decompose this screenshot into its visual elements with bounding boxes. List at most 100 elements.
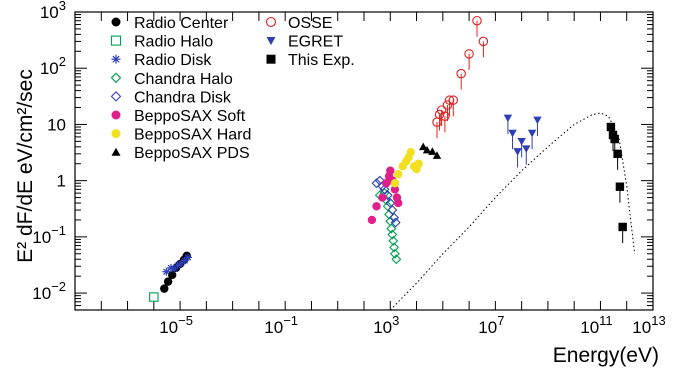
x-tick-label: 103 <box>373 313 399 337</box>
asterisk-stroke <box>184 254 192 261</box>
legend-label: BeppoSAX Hard <box>134 127 251 144</box>
legend-marker <box>265 16 277 28</box>
data-point <box>386 223 397 234</box>
data-point <box>388 235 399 246</box>
data-point <box>386 166 395 175</box>
legend-marker <box>110 35 122 46</box>
data-point <box>391 254 402 265</box>
data-point <box>610 134 619 144</box>
legend-label: Radio Halo <box>134 34 213 51</box>
data-point <box>508 129 517 138</box>
data-point <box>436 105 447 115</box>
data-point <box>478 36 489 47</box>
data-point <box>419 142 428 151</box>
legend-marker <box>111 110 121 120</box>
data-point <box>448 95 459 105</box>
data-point <box>170 264 179 273</box>
data-point <box>442 100 453 110</box>
data-point <box>513 148 522 156</box>
data-point <box>522 145 531 153</box>
legend-marker <box>111 129 121 139</box>
data-point <box>390 217 401 228</box>
data-point <box>389 242 400 253</box>
legend-label: EGRET <box>288 34 343 51</box>
legend-label: BeppoSAX Soft <box>134 108 246 125</box>
data-point <box>414 159 423 168</box>
asterisk-stroke <box>112 55 120 63</box>
x-tick-label: 1011 <box>580 313 612 337</box>
x-tick-label: 10−1 <box>264 313 298 337</box>
data-point <box>464 49 474 59</box>
data-point <box>406 148 415 157</box>
series-bepposax-hard <box>390 148 423 188</box>
series-chandra-disk <box>371 175 401 228</box>
data-point <box>517 137 526 146</box>
x-axis-label: Energy(eV) <box>553 344 659 367</box>
data-point <box>606 122 616 132</box>
model-curve <box>389 112 636 311</box>
data-point <box>389 248 400 259</box>
data-point <box>503 114 513 123</box>
series-this-exp- <box>606 122 627 243</box>
legend-marker <box>266 54 276 64</box>
data-point <box>367 215 377 225</box>
legend-marker <box>266 37 276 46</box>
legend-marker <box>110 72 122 84</box>
series-radio-disk <box>162 253 192 276</box>
x-tick-label: 10−5 <box>159 313 193 337</box>
data-point <box>389 212 400 223</box>
series-radio-halo <box>149 292 159 302</box>
y-tick-label: 10 <box>47 115 66 134</box>
data-point <box>372 202 381 211</box>
y-tick-label: 10−2 <box>32 279 66 303</box>
data-point <box>162 267 171 276</box>
x-tick-label: 1013 <box>632 313 665 337</box>
data-point <box>615 182 625 191</box>
data-point <box>472 15 482 26</box>
y-tick-label: 103 <box>40 0 66 22</box>
data-point <box>456 68 466 79</box>
legend-label: Radio Disk <box>134 52 212 69</box>
y-tick-label: 10−1 <box>32 223 66 247</box>
data-point <box>527 129 537 138</box>
data-point <box>422 145 432 154</box>
asterisk-stroke <box>167 264 175 272</box>
data-point <box>390 185 400 194</box>
data-point <box>163 277 173 286</box>
data-point <box>440 111 450 121</box>
data-point <box>167 270 177 280</box>
asterisk-stroke <box>163 268 170 275</box>
data-point <box>378 193 387 202</box>
legend-marker <box>111 147 121 156</box>
legend-label: Radio Center <box>134 15 229 32</box>
legend-label: OSSE <box>288 15 332 32</box>
series-bepposax-pds <box>419 142 442 159</box>
legend-label: Chandra Disk <box>134 89 232 106</box>
legend-marker <box>111 17 121 27</box>
series-osse <box>432 15 489 139</box>
data-point <box>434 109 445 120</box>
legend-marker <box>111 54 121 64</box>
data-point <box>371 178 382 189</box>
data-point <box>382 201 393 212</box>
data-point <box>387 205 398 216</box>
x-tick-label: 107 <box>478 313 504 337</box>
legend-label: This Exp. <box>288 52 355 69</box>
data-point <box>183 253 192 262</box>
legend-label: BeppoSAX PDS <box>134 145 250 162</box>
y-tick-label: 102 <box>40 54 66 78</box>
legend-marker <box>110 91 122 102</box>
data-point <box>432 151 442 159</box>
series-egret <box>503 114 542 168</box>
legend-label: Chandra Halo <box>134 71 233 88</box>
data-point <box>613 149 622 159</box>
data-point <box>428 147 437 155</box>
data-point <box>160 284 169 293</box>
data-point <box>618 222 627 232</box>
y-axis-label: E² dF/dE eV/cm²/sec <box>14 69 37 263</box>
data-point <box>393 198 403 208</box>
data-point <box>149 292 159 302</box>
data-point <box>393 170 403 179</box>
data-point <box>387 229 398 240</box>
